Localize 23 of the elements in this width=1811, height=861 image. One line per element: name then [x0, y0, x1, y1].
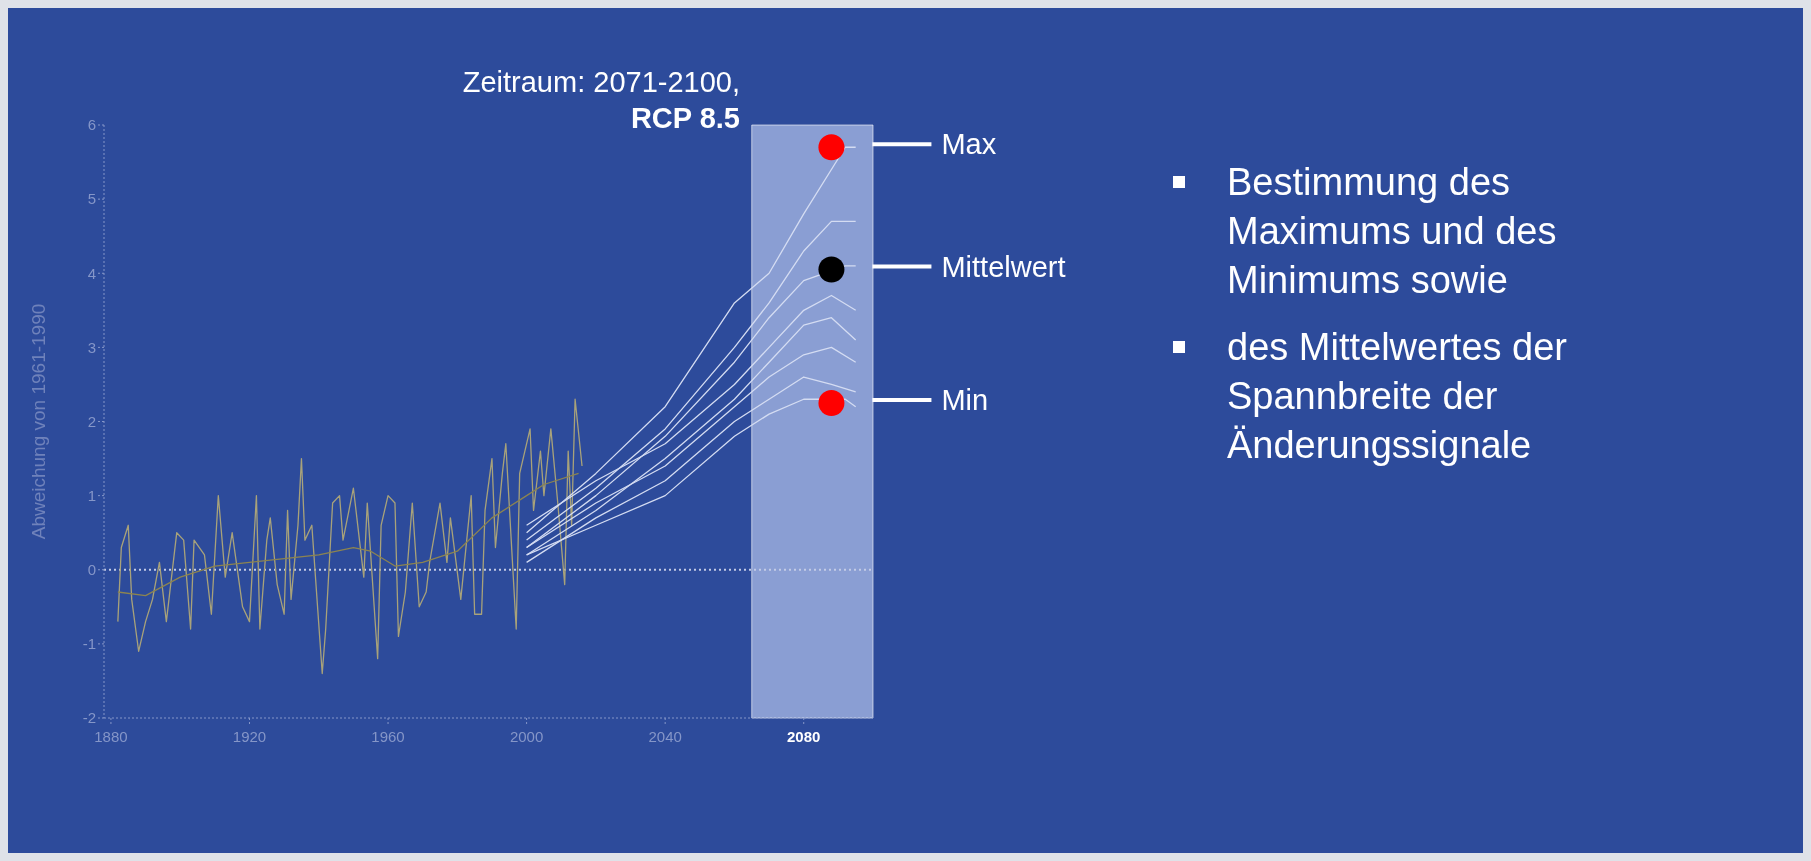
y-tick-label: 2	[87, 412, 96, 430]
text: Mittelwert	[941, 250, 1066, 283]
y-tick-label: 0	[87, 561, 96, 579]
x-tick-label: 2040	[648, 728, 682, 745]
text: Max	[941, 128, 997, 161]
x-tick-label: 2080	[787, 728, 821, 745]
y-tick-label: 6	[87, 116, 96, 134]
x-tick-label: 1960	[371, 728, 405, 745]
x-tick-label: 2000	[509, 728, 544, 745]
y-tick-label: 3	[87, 338, 96, 356]
text: Min	[941, 383, 989, 416]
y-tick-label: 1	[87, 486, 96, 504]
chart-title: Zeitraum: 2071-2100,	[462, 66, 740, 99]
y-tick-label: 4	[87, 264, 96, 282]
y-axis-title: Abweichung von 1961-1990	[27, 303, 49, 540]
y-tick-label: 5	[87, 190, 96, 208]
text: des Mittelwertes der Spannbreite der Änderungssignale	[1227, 325, 1568, 468]
x-tick-label: 1920	[232, 728, 267, 745]
x-tick-label: 1880	[94, 728, 128, 745]
y-tick-label: -2	[82, 709, 96, 727]
text: Bestimmung des Maximums und des Minimums sowie	[1227, 160, 1558, 303]
chart-subtitle: RCP 8.5	[630, 102, 740, 135]
y-tick-label: -1	[82, 635, 96, 653]
